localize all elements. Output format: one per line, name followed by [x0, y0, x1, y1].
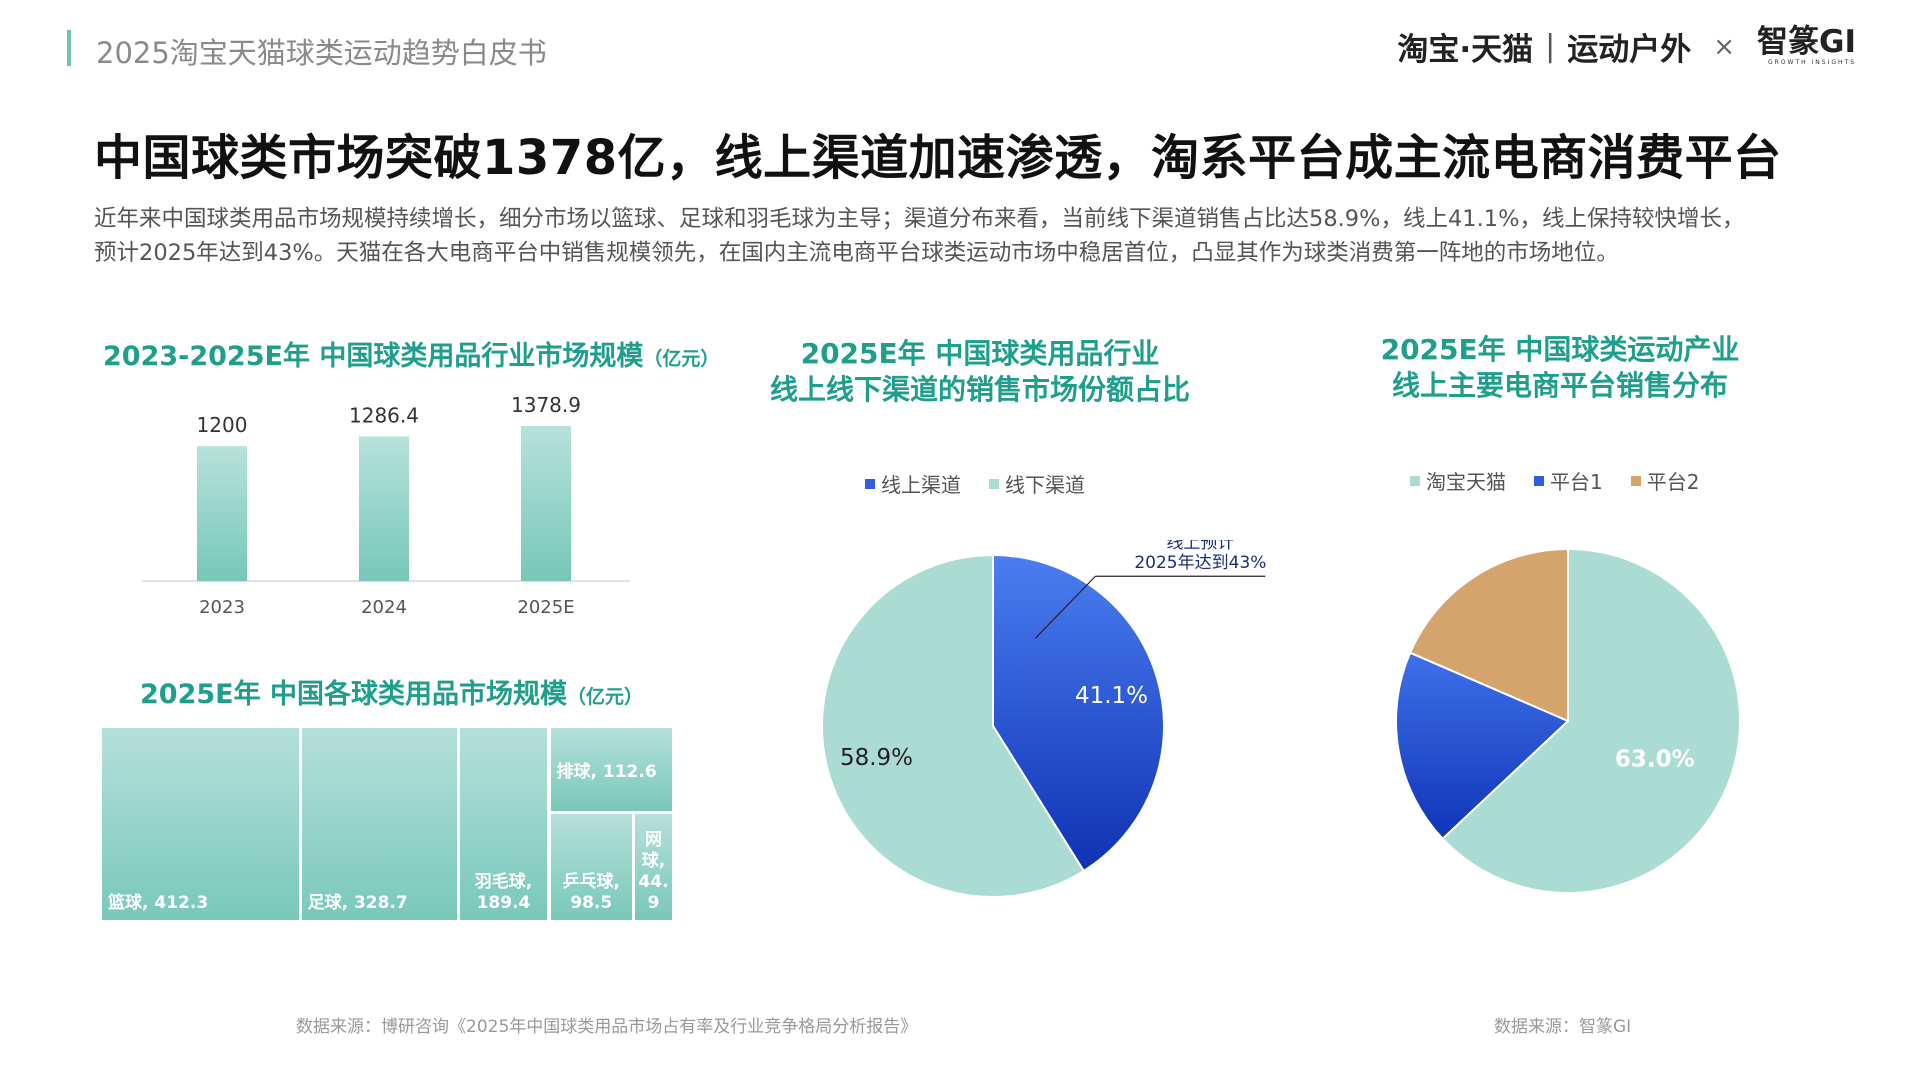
treemap-cell-篮球: 篮球, 412.3 [102, 728, 299, 920]
bar-chart-title: 2023-2025E年 中国球类用品行业市场规模（亿元） [103, 334, 719, 373]
bar-value-label: 1286.4 [349, 403, 419, 427]
pie2-legend: 淘宝天猫 平台1 平台2 [1410, 466, 1699, 495]
legend-swatch [1534, 475, 1544, 486]
pie1-title-line-2: 线上线下渠道的销售市场份额占比 [769, 373, 1190, 406]
pie1-title-line-1: 2025E年 中国球类用品行业 [800, 337, 1160, 370]
bar-2025E [521, 426, 571, 581]
pie1-value-label: 58.9% [840, 745, 913, 771]
treemap-cell-排球: 排球, 112.6 [550, 728, 672, 811]
bar-value-label: 1200 [197, 413, 248, 437]
bar-2023 [197, 446, 247, 581]
legend-swatch [1410, 475, 1420, 486]
pie2-chart: 63.0% [1395, 547, 1741, 894]
treemap-label: 羽毛球, 189.4 [474, 872, 533, 913]
pie2-slice-平台1 [1395, 651, 1570, 841]
intro-line-2: 预计2025年达到43%。天猫在各大电商平台中销售规模领先，在国内主流电商平台球… [94, 240, 1619, 266]
brand-sub: 运动户外 [1567, 32, 1692, 68]
legend-item: 线下渠道 [989, 469, 1085, 498]
legend-item: 淘宝天猫 [1410, 466, 1506, 495]
pie1-annotation-line-1: 线上预计 [1166, 540, 1234, 553]
treemap-cell-羽毛球: 羽毛球, 189.4 [459, 728, 548, 920]
legend-label: 平台2 [1646, 470, 1700, 494]
brand-separator: | [1545, 29, 1556, 64]
treemap-label: 篮球, 412.3 [108, 893, 209, 913]
treemap-unit: （亿元） [567, 686, 644, 708]
bar-chart-unit: （亿元） [643, 348, 720, 370]
pie1-value-label: 41.1% [1075, 683, 1148, 709]
report-title: 2025淘宝天猫球类运动趋势白皮书 [96, 36, 547, 70]
treemap-label: 网球, 44.9 [638, 829, 669, 913]
bar-2024 [359, 436, 409, 581]
treemap-cell-网球: 网球, 44.9 [634, 813, 672, 920]
legend-swatch [865, 478, 875, 489]
pie1-legend: 线上渠道 线下渠道 [865, 469, 1085, 498]
legend-label: 线下渠道 [1005, 473, 1085, 497]
legend-item: 平台1 [1534, 466, 1603, 495]
brand-header: 淘宝·天猫 | 运动户外 × 智篆GI GROWTH INSIGHTS [1397, 24, 1856, 69]
logo-subtext: GROWTH INSIGHTS [1767, 59, 1856, 66]
treemap-label: 足球, 328.7 [307, 893, 408, 913]
treemap: 篮球, 412.3 足球, 328.7 羽毛球, 189.4 排球, 112.6 乒乓球… [102, 728, 672, 920]
bar-chart: 1200 2023 1286.4 2024 1378.9 2025E [142, 393, 630, 618]
treemap-label: 排球, 112.6 [556, 762, 657, 783]
bar-chart-title-text: 2023-2025E年 中国球类用品行业市场规模 [103, 341, 644, 372]
treemap-cell-足球: 足球, 328.7 [301, 728, 457, 920]
legend-item: 平台2 [1630, 466, 1700, 495]
treemap-title-text: 2025E年 中国各球类用品市场规模 [140, 679, 567, 710]
headline: 中国球类市场突破1378亿，线上渠道加速渗透，淘系平台成主流电商消费平台 [94, 130, 1782, 186]
treemap-cell-乒乓球: 乒乓球, 98.5 [550, 813, 632, 920]
bar-category-label: 2025E [517, 597, 574, 618]
pie2-slice-淘宝天猫 [1441, 547, 1741, 894]
pie1-annotation-line-2: 2025年达到43% [1134, 553, 1266, 573]
legend-label: 平台1 [1550, 470, 1603, 494]
intro-line-1: 近年来中国球类用品市场规模持续增长，细分市场以篮球、足球和羽毛球为主导；渠道分布… [94, 206, 1745, 232]
legend-label: 线上渠道 [881, 473, 961, 497]
pie2-value-label: 63.0% [1615, 747, 1695, 773]
brand-cross: × [1713, 31, 1736, 62]
legend-swatch [1630, 475, 1641, 486]
bar-category-label: 2023 [199, 597, 245, 618]
brand-main: 淘宝·天猫 [1397, 32, 1534, 68]
source-note-right: 数据来源：智篆GI [1494, 1017, 1632, 1037]
legend-label: 淘宝天猫 [1426, 470, 1506, 494]
accent-bar [67, 30, 71, 66]
legend-swatch [989, 478, 999, 489]
source-note-left: 数据来源：博研咨询《2025年中国球类用品市场占有率及行业竞争格局分析报告》 [296, 1017, 918, 1037]
pie1-slice-线上渠道 [992, 553, 1165, 873]
treemap-label: 乒乓球, 98.5 [562, 871, 620, 913]
pie2-title-line-1: 2025E年 中国球类运动产业 [1380, 333, 1740, 366]
logo-text: 智篆GI [1757, 24, 1856, 60]
pie2-slice-平台2 [1408, 547, 1569, 723]
legend-item: 线上渠道 [865, 469, 961, 498]
zhizhuan-logo: 智篆GI GROWTH INSIGHTS [1757, 27, 1856, 66]
pie1-annotation-line [1034, 575, 1096, 639]
bar-value-label: 1378.9 [511, 393, 581, 417]
pie1-slice-线下渠道 [821, 553, 1086, 898]
pie2-title-line-2: 线上主要电商平台销售分布 [1391, 369, 1728, 402]
pie1-title: 2025E年 中国球类用品行业 线上线下渠道的销售市场份额占比 [740, 336, 1220, 408]
pie2-title: 2025E年 中国球类运动产业 线上主要电商平台销售分布 [1320, 332, 1800, 404]
treemap-title: 2025E年 中国各球类用品市场规模（亿元） [140, 672, 643, 711]
bar-category-label: 2024 [361, 597, 407, 618]
